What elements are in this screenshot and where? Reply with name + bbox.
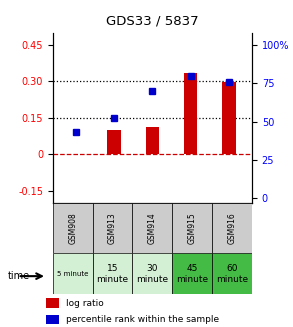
Bar — [93, 253, 132, 294]
Bar — [132, 203, 172, 253]
Text: GSM908: GSM908 — [68, 212, 77, 244]
Bar — [46, 298, 59, 308]
Bar — [132, 253, 172, 294]
Text: 15
minute: 15 minute — [96, 264, 129, 284]
Bar — [107, 130, 121, 154]
Text: GSM913: GSM913 — [108, 212, 117, 244]
Bar — [222, 82, 236, 154]
Bar — [172, 203, 212, 253]
Bar — [46, 315, 59, 324]
Bar — [146, 128, 159, 154]
Text: 5 minute: 5 minute — [57, 271, 88, 277]
Text: GSM915: GSM915 — [188, 212, 197, 244]
Text: GDS33 / 5837: GDS33 / 5837 — [106, 15, 199, 28]
Text: GSM914: GSM914 — [148, 212, 157, 244]
Text: 30
minute: 30 minute — [136, 264, 168, 284]
Text: GSM916: GSM916 — [228, 212, 236, 244]
Text: percentile rank within the sample: percentile rank within the sample — [66, 315, 219, 324]
Bar — [212, 253, 252, 294]
Bar — [53, 203, 93, 253]
Text: log ratio: log ratio — [66, 299, 103, 308]
Bar — [53, 253, 93, 294]
Bar — [212, 203, 252, 253]
Text: 45
minute: 45 minute — [176, 264, 208, 284]
Text: time: time — [7, 271, 30, 281]
Bar — [172, 253, 212, 294]
Text: 60
minute: 60 minute — [216, 264, 248, 284]
Bar — [184, 73, 197, 154]
Bar — [93, 203, 132, 253]
